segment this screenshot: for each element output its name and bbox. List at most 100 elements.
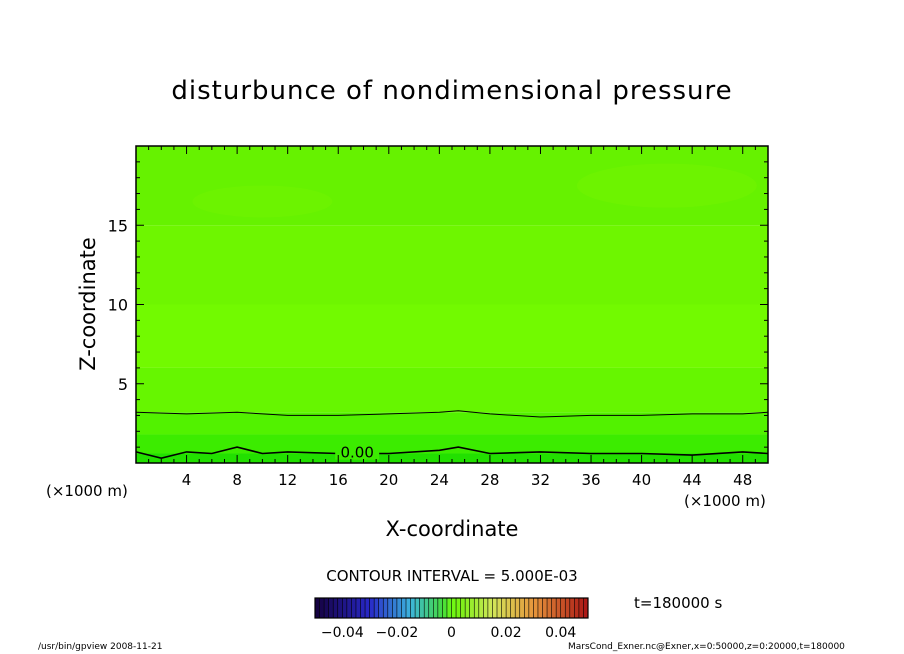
field-band [136, 453, 768, 463]
chart-title: disturbunce of nondimensional pressure [171, 76, 733, 106]
colorbar-cell [583, 598, 589, 618]
field-band [136, 412, 768, 435]
colorbar-cell [551, 598, 557, 618]
colorbar-cell [392, 598, 398, 618]
colorbar-cell [365, 598, 370, 618]
colorbar-cell [501, 598, 507, 618]
colorbar-cell [333, 598, 339, 618]
colorbar-cell [465, 598, 470, 618]
x-tick-label: 16 [329, 471, 348, 489]
colorbar-cell [346, 598, 352, 618]
y-tick-label: 15 [108, 216, 128, 235]
footer-right: MarsCond_Exner.nc@Exner,x=0:50000,z=0:20… [568, 642, 845, 652]
x-tick-label: 48 [733, 471, 752, 489]
colorbar-cell [406, 598, 411, 618]
x-tick-label: 32 [531, 471, 550, 489]
colorbar-cell [456, 598, 461, 618]
x-tick-label: 20 [379, 471, 398, 489]
colorbar-cell [483, 598, 489, 618]
colorbar-cell [487, 598, 493, 618]
colorbar: −0.04 −0.02 0 0.02 0.04 [314, 597, 589, 641]
colorbar-cell [424, 598, 430, 618]
x-tick-label: 8 [232, 471, 242, 489]
x-axis-label: X-coordinate [385, 517, 519, 541]
field-patch [192, 185, 333, 218]
field-band [136, 225, 768, 305]
contour-line [135, 410, 769, 418]
colorbar-cell [460, 598, 466, 618]
field-band [136, 367, 768, 413]
colorbar-cell [337, 598, 343, 618]
colorbar-cell [569, 598, 575, 618]
y-tick-label: 10 [108, 296, 128, 315]
colorbar-tick-label: −0.04 [321, 625, 364, 641]
colorbar-cell [474, 598, 480, 618]
contour-label-bg [335, 443, 380, 460]
x-tick-label: 28 [480, 471, 499, 489]
colorbar-cell [492, 598, 498, 618]
colorbar-cell [578, 598, 584, 618]
colorbar-cell [515, 598, 521, 618]
colorbar-cell [478, 598, 484, 618]
colorbar-cell [324, 598, 329, 618]
x-tick-label: 24 [430, 471, 449, 489]
colorbar-cell [383, 598, 389, 618]
colorbar-tick-label: 0.04 [545, 625, 576, 641]
y-tick-label: 5 [118, 375, 128, 394]
colorbar-cell [556, 598, 561, 618]
colorbar-cell [351, 598, 357, 618]
colorbar-tick-label: −0.02 [375, 625, 418, 641]
colorbar-cell [519, 598, 525, 618]
colorbar-cell [537, 598, 543, 618]
colorbar-cell [360, 598, 366, 618]
colorbar-cell [410, 598, 416, 618]
field-band [136, 434, 768, 454]
colorbar-cell [442, 598, 448, 618]
colorbar-cell [524, 598, 530, 618]
colorbar-cell [419, 598, 425, 618]
colorbar-cell [547, 598, 552, 618]
colorbar-cell [319, 598, 325, 618]
x-tick-label: 40 [632, 471, 651, 489]
x-tick-label: 12 [278, 471, 297, 489]
colorbar-cell [387, 598, 393, 618]
colorbar-cell [433, 598, 439, 618]
x-tick-label: 4 [182, 471, 192, 489]
colorbar-cell [565, 598, 571, 618]
x-unit-right: (×1000 m) [684, 492, 766, 510]
colorbar-cell [315, 598, 320, 618]
contour-label: 0.00 [340, 444, 373, 462]
colorbar-cell [542, 598, 548, 618]
colorbar-cell [560, 598, 566, 618]
colorbar-cell [437, 598, 443, 618]
colorbar-cell [451, 598, 457, 618]
colorbar-cell [355, 598, 361, 618]
colorbar-cell [342, 598, 348, 618]
x-unit-left: (×1000 m) [46, 482, 128, 500]
footer-left: /usr/bin/gpview 2008-11-21 [38, 642, 163, 652]
colorbar-cell [374, 598, 379, 618]
colorbar-cell [446, 598, 452, 618]
colorbar-cell [574, 598, 580, 618]
contour-interval-label: CONTOUR INTERVAL = 5.000E-03 [326, 567, 578, 585]
field-patch [576, 163, 757, 208]
colorbar-cell [528, 598, 534, 618]
contour-line [135, 446, 769, 460]
colorbar-cell [328, 598, 334, 618]
x-tick-label: 36 [581, 471, 600, 489]
colorbar-cell [369, 598, 375, 618]
colorbar-tick-label: 0.02 [491, 625, 522, 641]
colorbar-cell [506, 598, 511, 618]
colorbar-cell [396, 598, 402, 618]
colorbar-cell [469, 598, 475, 618]
x-tick-label: 44 [683, 471, 702, 489]
field-band [136, 304, 768, 368]
colorbar-cell [401, 598, 407, 618]
colorbar-cell [510, 598, 516, 618]
colorbar-frame [314, 597, 589, 619]
colorbar-tick-label: 0 [447, 625, 456, 641]
colorbar-cell [378, 598, 384, 618]
colorbar-cell [415, 598, 420, 618]
